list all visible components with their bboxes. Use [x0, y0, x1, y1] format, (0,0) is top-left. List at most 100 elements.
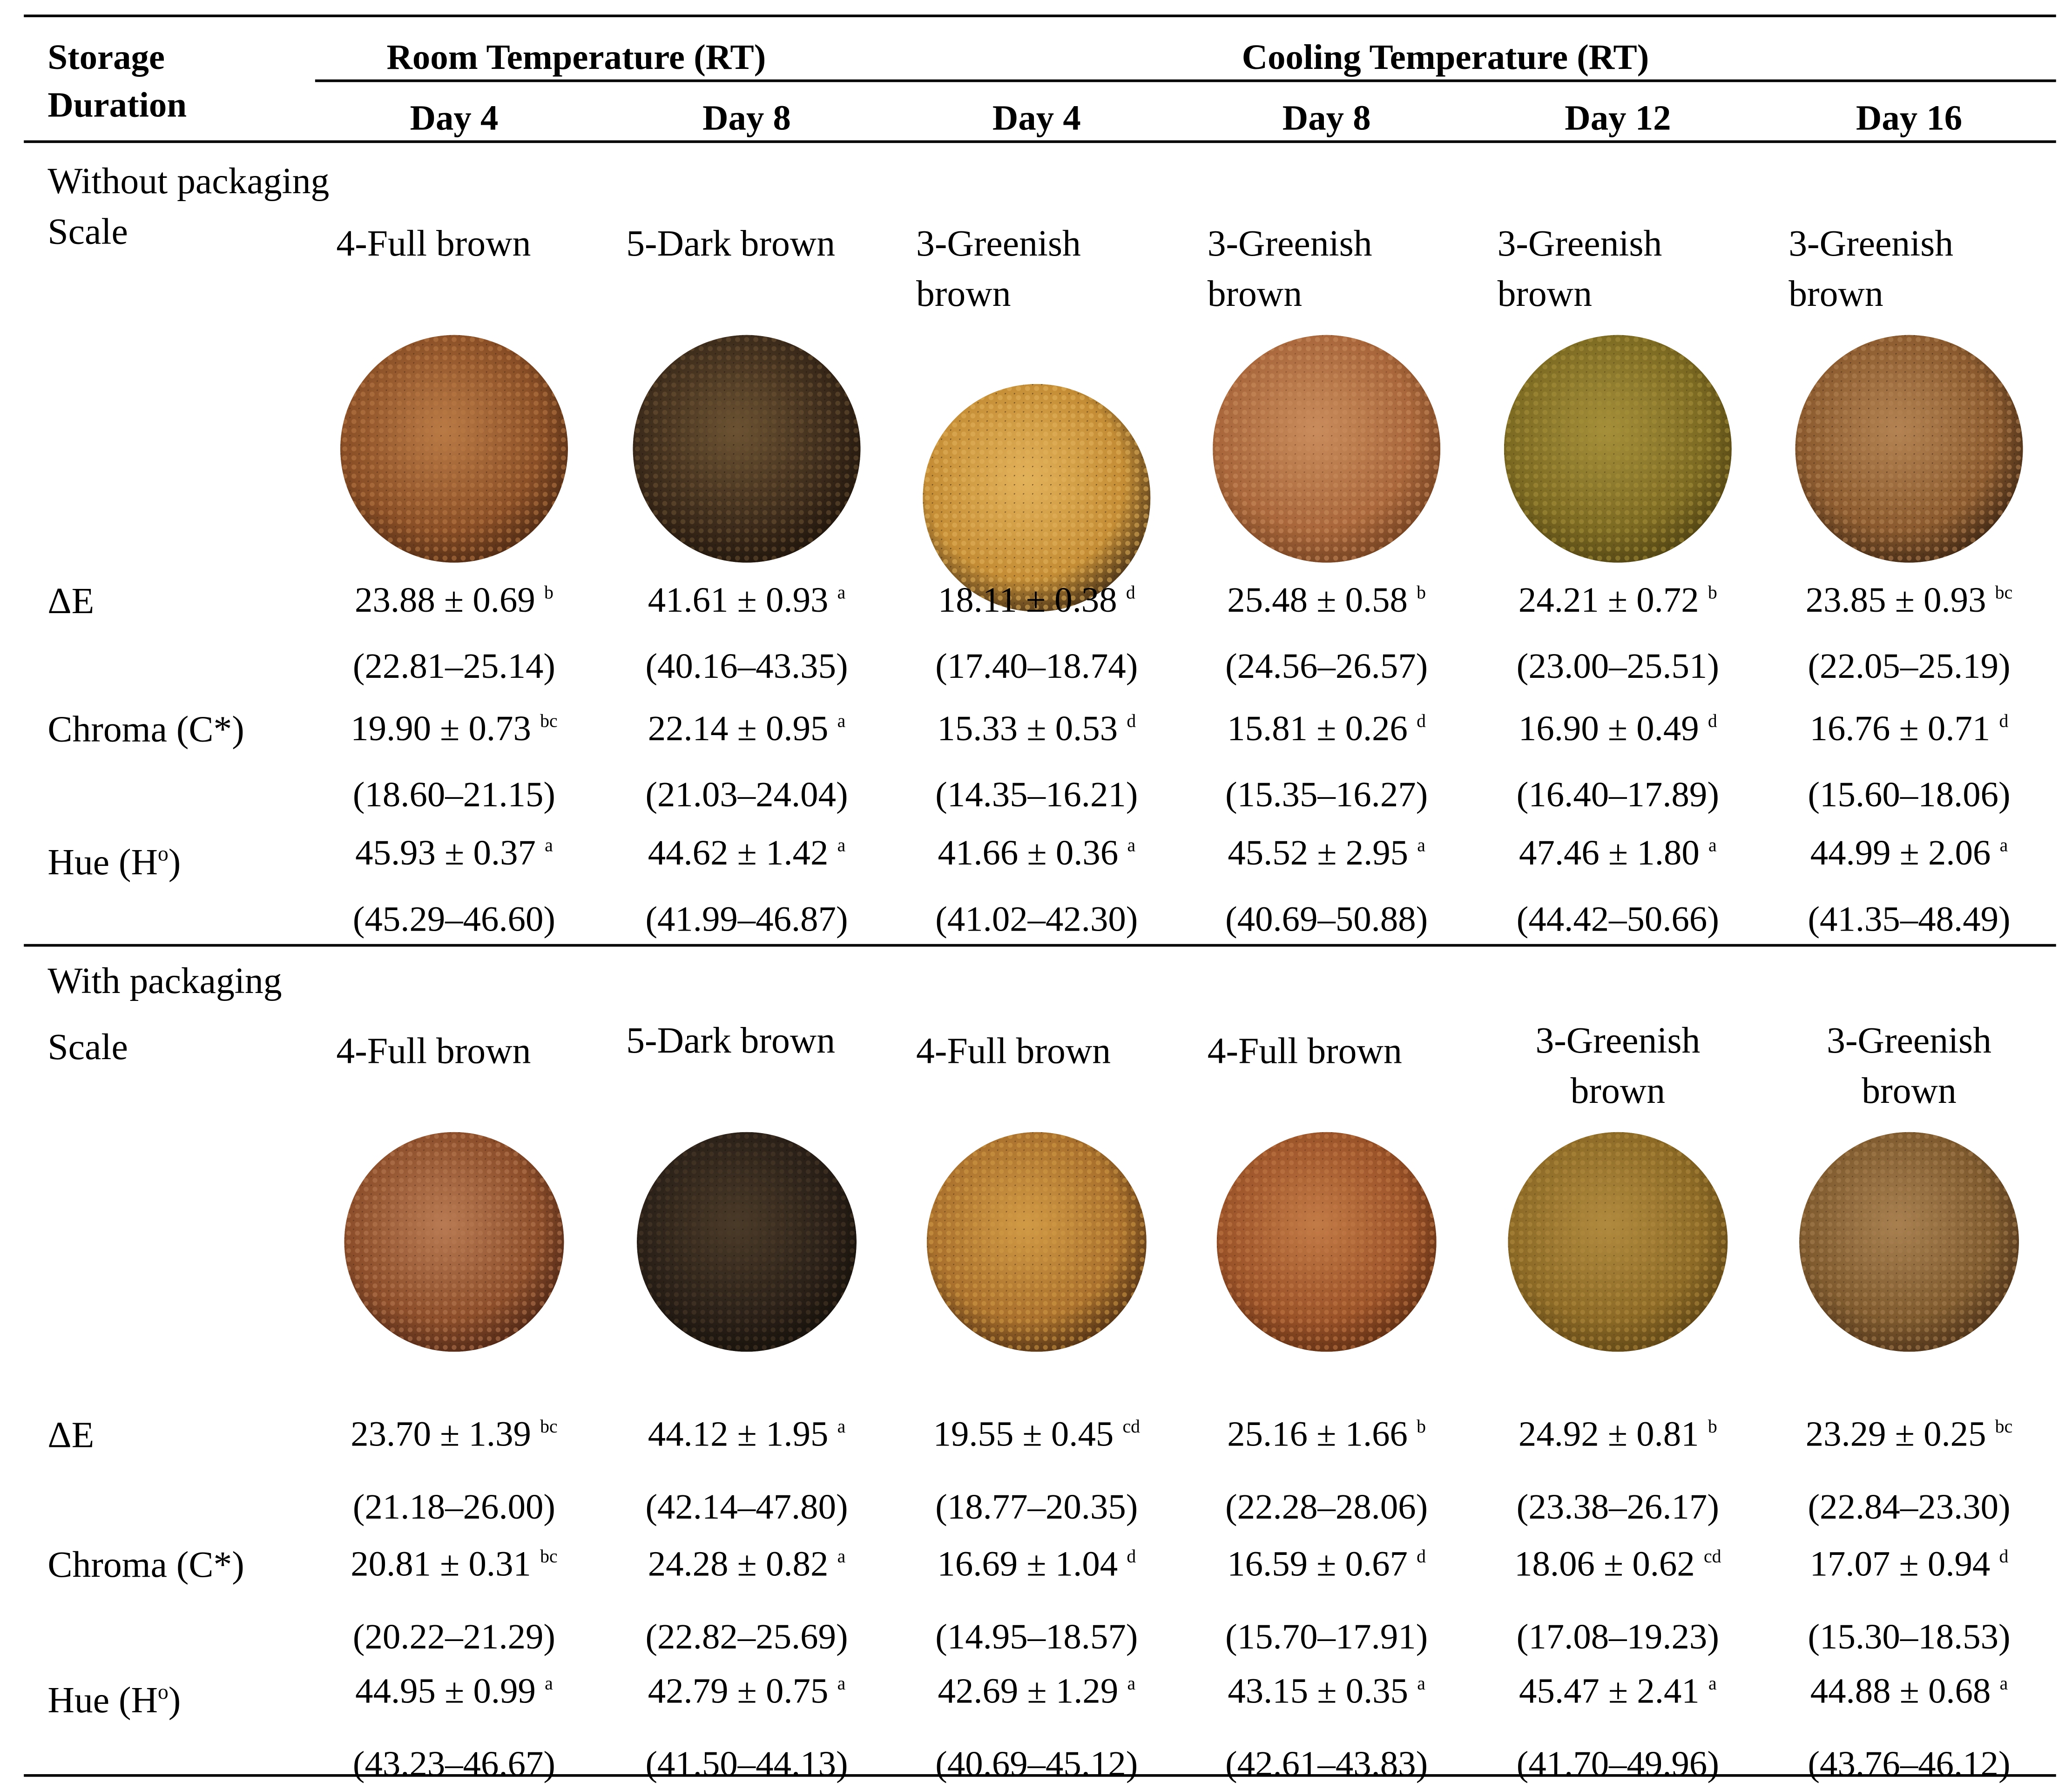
mean-sd: 47.46 ± 1.80 [1519, 832, 1700, 873]
value-cell: 22.14 ± 0.95 a [601, 709, 892, 748]
mean-sd: 16.69 ± 1.04 [937, 1544, 1118, 1584]
sample-photo [633, 335, 861, 563]
range-cell: (22.84–23.30) [1808, 1486, 2011, 1527]
bottom-rule [24, 1774, 2056, 1777]
range-cell: (40.69–50.88) [1225, 899, 1428, 939]
mean-sd: 23.70 ± 1.39 [351, 1414, 531, 1454]
range-cell: (24.56–26.57) [1225, 646, 1428, 686]
significance-letter: d [1127, 1547, 1136, 1568]
significance-letter: a [1127, 837, 1136, 857]
row-label: Hue (Ho) [47, 834, 181, 885]
value-cell: 43.15 ± 0.35 a [1181, 1671, 1472, 1710]
row-label-superscript: o [158, 1681, 169, 1704]
range-cell: (40.16–43.35) [645, 646, 848, 686]
mean-sd: 43.15 ± 0.35 [1228, 1671, 1409, 1711]
range-cell: (42.14–47.80) [645, 1486, 848, 1527]
value-cell: 16.69 ± 1.04 d [891, 1544, 1182, 1583]
scale-label: Scale [47, 1027, 128, 1069]
mean-sd: 19.55 ± 0.45 [933, 1414, 1114, 1454]
value-cell: 25.16 ± 1.66 b [1181, 1414, 1472, 1453]
sample-photo [1795, 335, 2023, 563]
mean-sd: 41.61 ± 0.93 [648, 580, 829, 620]
section-label: With packaging [47, 961, 282, 1002]
scale-value: 3-Greenish brown [916, 220, 1201, 320]
scale-value-line: 4-Full brown [916, 1031, 1111, 1073]
range-cell: (18.77–20.35) [935, 1486, 1138, 1527]
mean-sd: 24.28 ± 0.82 [648, 1544, 829, 1584]
mean-sd: 44.95 ± 0.99 [355, 1671, 536, 1711]
value-cell: 41.61 ± 0.93 a [601, 580, 892, 620]
value-cell: 42.79 ± 0.75 a [601, 1671, 892, 1710]
range-cell: (23.00–25.51) [1516, 646, 1719, 686]
value-cell: 15.33 ± 0.53 d [891, 709, 1182, 748]
scale-value-line: 3-Greenish [1207, 223, 1372, 265]
value-cell: 18.11 ± 0.38 d [891, 580, 1182, 620]
value-cell: 44.12 ± 1.95 a [601, 1414, 892, 1453]
significance-letter: bc [540, 1418, 558, 1438]
sample-photo [340, 335, 568, 563]
value-cell: 45.52 ± 2.95 a [1181, 833, 1472, 872]
significance-letter: bc [540, 1547, 558, 1568]
range-cell: (22.82–25.69) [645, 1616, 848, 1656]
significance-letter: d [1417, 712, 1426, 732]
scale-value: 4-Full brown [1208, 1027, 1492, 1078]
mean-sd: 44.88 ± 0.68 [1810, 1671, 1991, 1711]
significance-letter: d [1417, 1547, 1426, 1568]
range-cell: (44.42–50.66) [1516, 899, 1719, 939]
value-cell: 23.70 ± 1.39 bc [309, 1414, 600, 1453]
range-cell: (43.23–46.67) [352, 1743, 556, 1783]
mean-sd: 16.90 ± 0.49 [1518, 708, 1699, 748]
value-cell: 24.92 ± 0.81 b [1472, 1414, 1764, 1453]
value-cell: 44.95 ± 0.99 a [309, 1671, 600, 1710]
value-cell: 47.46 ± 1.80 a [1472, 833, 1764, 872]
significance-letter: a [1127, 1675, 1136, 1695]
row-label: ΔE [47, 581, 94, 622]
value-cell: 15.81 ± 0.26 d [1181, 709, 1472, 748]
value-cell: 44.62 ± 1.42 a [601, 833, 892, 872]
range-cell: (41.02–42.30) [935, 899, 1138, 939]
range-cell: (20.22–21.29) [352, 1616, 556, 1656]
value-cell: 42.69 ± 1.29 a [891, 1671, 1182, 1710]
significance-letter: bc [540, 712, 558, 732]
storage-duration-line-2: Duration [47, 85, 187, 125]
value-cell: 45.47 ± 2.41 a [1472, 1671, 1764, 1710]
range-cell: (41.99–46.87) [645, 899, 848, 939]
sample-photo [923, 384, 1151, 612]
value-cell: 23.88 ± 0.69 b [309, 580, 600, 620]
row-label: Hue (Ho) [47, 1672, 181, 1723]
value-cell: 44.99 ± 2.06 a [1763, 833, 2055, 872]
value-cell: 16.76 ± 0.71 d [1763, 709, 2055, 748]
value-cell: 24.21 ± 0.72 b [1472, 580, 1764, 620]
sample-photo [1213, 335, 1441, 563]
scale-value-line: 3-Greenish [1827, 1020, 1991, 1062]
day-header: Day 4 [992, 98, 1081, 138]
significance-letter: d [1126, 584, 1135, 604]
row-label: Chroma (C*) [47, 709, 244, 751]
mean-sd: 41.66 ± 0.36 [938, 832, 1119, 873]
mean-sd: 25.16 ± 1.66 [1227, 1414, 1408, 1454]
scale-value-line: brown [916, 274, 1011, 315]
row-label-superscript: o [158, 843, 169, 866]
sample-photo [1504, 335, 1732, 563]
sample-photo [344, 1132, 564, 1352]
significance-letter: a [837, 1547, 846, 1568]
value-cell: 17.07 ± 0.94 d [1763, 1544, 2055, 1583]
range-cell: (22.81–25.14) [352, 646, 556, 686]
mean-sd: 16.76 ± 0.71 [1809, 708, 1991, 748]
scale-label: Scale [47, 212, 128, 253]
scale-value: 3-Greenish brown [1498, 220, 1782, 320]
row-label: ΔE [47, 1415, 94, 1457]
scale-value-line: brown [1789, 274, 1883, 315]
range-cell: (21.18–26.00) [352, 1486, 556, 1527]
significance-letter: cd [1122, 1418, 1141, 1438]
scale-value-line: 3-Greenish [1789, 223, 1954, 265]
range-cell: (15.35–16.27) [1225, 774, 1428, 815]
value-cell: 25.48 ± 0.58 b [1181, 580, 1472, 620]
scale-value-line: brown [1570, 1071, 1666, 1112]
mean-sd: 15.33 ± 0.53 [937, 708, 1118, 748]
mean-sd: 16.59 ± 0.67 [1227, 1544, 1408, 1584]
range-cell: (45.29–46.60) [352, 899, 556, 939]
range-cell: (14.95–18.57) [935, 1616, 1138, 1656]
mean-sd: 23.85 ± 0.93 [1805, 580, 1986, 620]
range-cell: (22.05–25.19) [1808, 646, 2011, 686]
